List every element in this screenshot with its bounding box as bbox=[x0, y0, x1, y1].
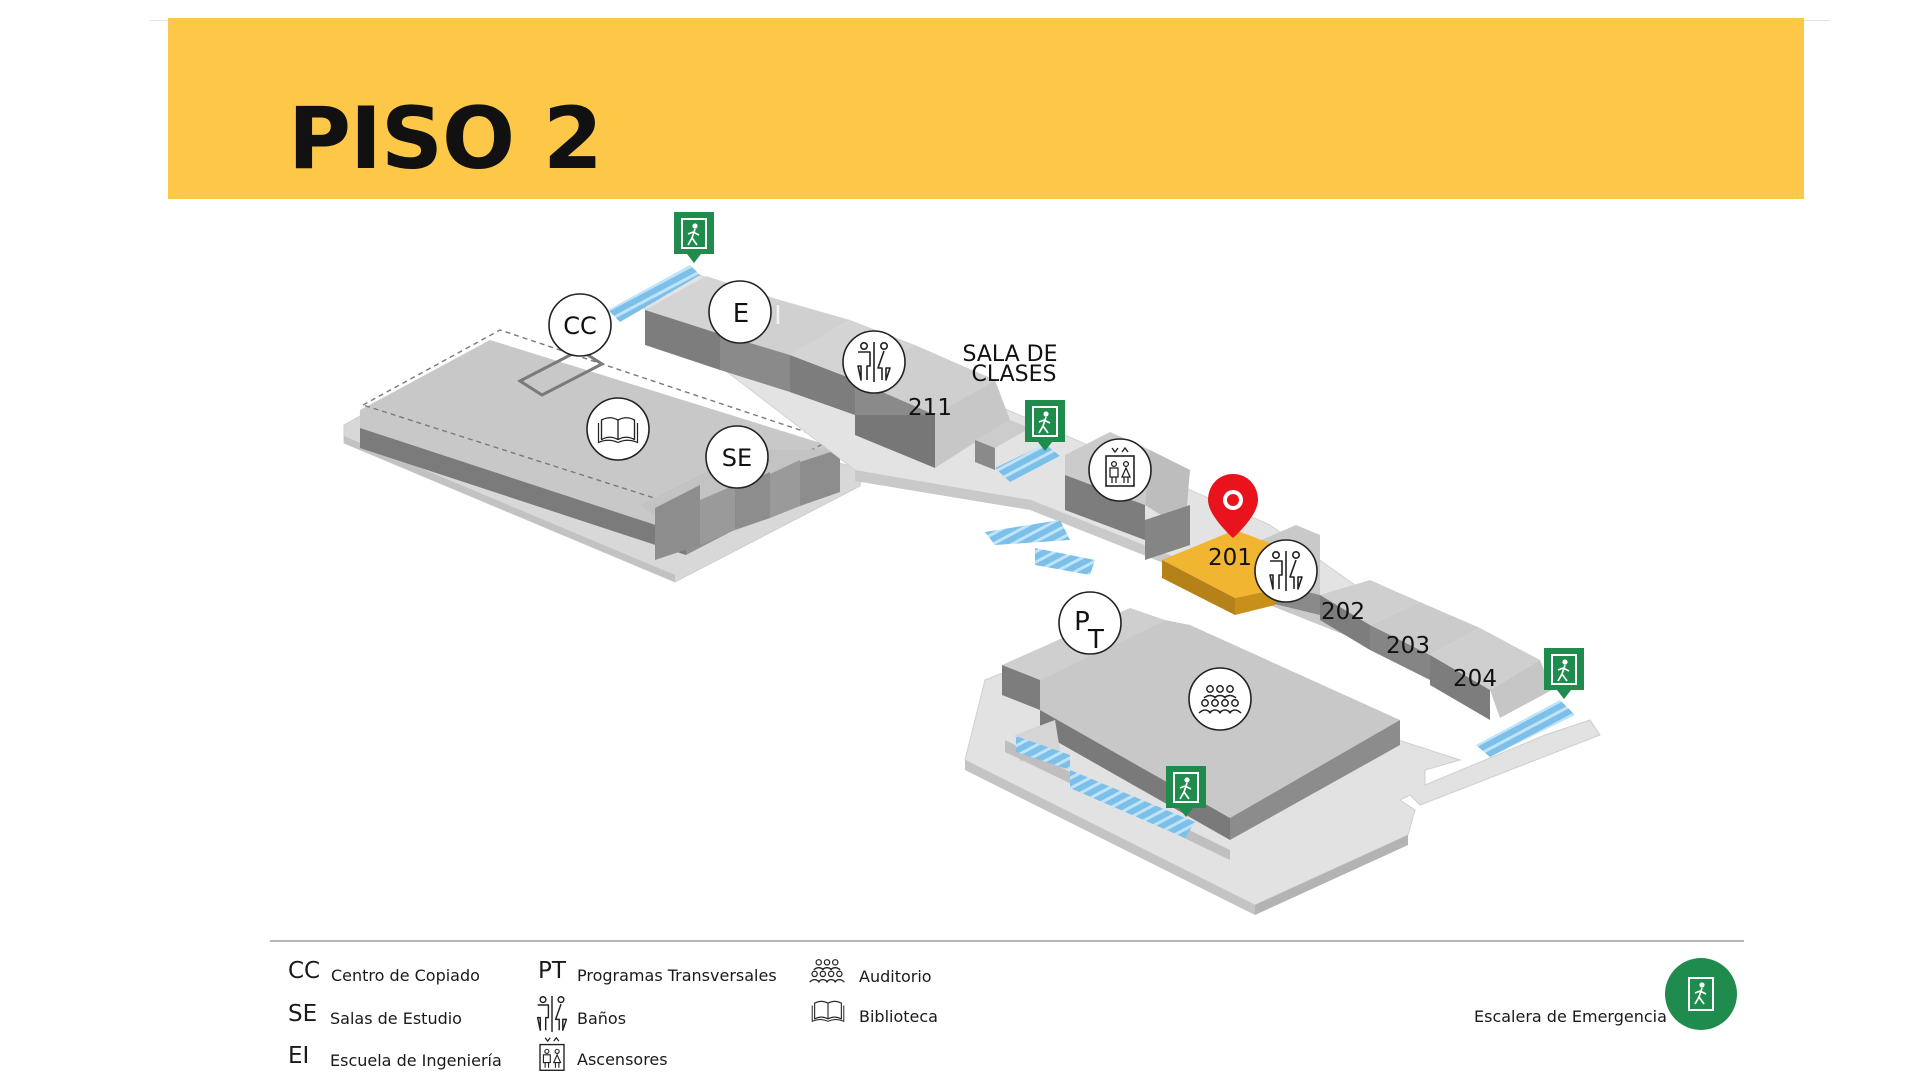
legend-ascensores-text: Ascensores bbox=[577, 1050, 668, 1069]
auditorium-marker[interactable] bbox=[1188, 667, 1252, 731]
restroom-icon bbox=[536, 996, 568, 1032]
legend-se-abbr: SE bbox=[288, 1001, 318, 1027]
pt-marker[interactable]: P T bbox=[1058, 591, 1122, 655]
book-icon bbox=[811, 1000, 845, 1022]
ei-marker[interactable]: E I bbox=[708, 280, 782, 344]
cc-marker[interactable]: CC bbox=[548, 293, 612, 357]
floor-title: PISO 2 bbox=[288, 89, 603, 189]
restroom-marker-upper[interactable] bbox=[842, 330, 906, 394]
ei-marker-text-e: E bbox=[733, 299, 749, 329]
legend-banos-text: Baños bbox=[577, 1009, 627, 1028]
restroom-marker-lower[interactable] bbox=[1254, 539, 1318, 603]
top-edge-line-left bbox=[150, 20, 172, 21]
emergency-exit-icon[interactable] bbox=[673, 211, 715, 264]
room-204-label[interactable]: 204 bbox=[1453, 666, 1497, 692]
sala-de-clases-label-line1: SALA DE bbox=[962, 342, 1057, 367]
room-211-label[interactable]: 211 bbox=[908, 395, 952, 421]
legend-pt-abbr: PT bbox=[538, 958, 566, 984]
room-labels: SALA DE CLASES 211 201 202 203 204 bbox=[908, 342, 1497, 692]
legend-biblioteca-text: Biblioteca bbox=[859, 1007, 938, 1026]
room-201-label[interactable]: 201 bbox=[1208, 545, 1252, 571]
legend-ei-abbr: EI bbox=[288, 1043, 310, 1069]
legend-auditorio-text: Auditorio bbox=[859, 967, 932, 986]
room-203-label[interactable]: 203 bbox=[1386, 633, 1430, 659]
elevator-marker[interactable] bbox=[1088, 438, 1152, 502]
people-group-icon bbox=[809, 959, 845, 983]
legend-se-text: Salas de Estudio bbox=[330, 1009, 462, 1028]
top-edge-line-right bbox=[1800, 20, 1830, 21]
legend-ei-text: Escuela de Ingeniería bbox=[330, 1051, 502, 1070]
se-marker[interactable]: SE bbox=[705, 425, 769, 489]
elevator-icon bbox=[539, 1037, 565, 1071]
legend-divider bbox=[270, 940, 1744, 942]
stairs bbox=[608, 265, 1575, 838]
auditorium-wing bbox=[964, 608, 1601, 915]
legend-cc-text: Centro de Copiado bbox=[331, 966, 480, 985]
legend-emergencia-text: Escalera de Emergencia bbox=[1474, 1007, 1667, 1026]
legend-cc-abbr: CC bbox=[288, 958, 321, 984]
pt-marker-text-p: P bbox=[1074, 607, 1090, 637]
sala-de-clases-label-line2: CLASES bbox=[971, 362, 1056, 387]
se-marker-text: SE bbox=[722, 444, 752, 472]
legend-pt-text: Programas Transversales bbox=[577, 966, 777, 985]
room-202-label[interactable]: 202 bbox=[1321, 599, 1365, 625]
ei-marker-text-i: I bbox=[774, 301, 782, 331]
location-pin-icon[interactable] bbox=[1208, 474, 1258, 538]
room-201-highlight[interactable] bbox=[1162, 530, 1275, 615]
emergency-exit-icon[interactable] bbox=[1543, 647, 1585, 700]
cc-marker-text: CC bbox=[563, 312, 597, 340]
floor-banner: PISO 2 bbox=[168, 18, 1804, 199]
library-marker[interactable] bbox=[586, 397, 650, 461]
pt-marker-text-t: T bbox=[1087, 625, 1104, 655]
emergency-exit-icon bbox=[1665, 958, 1737, 1030]
